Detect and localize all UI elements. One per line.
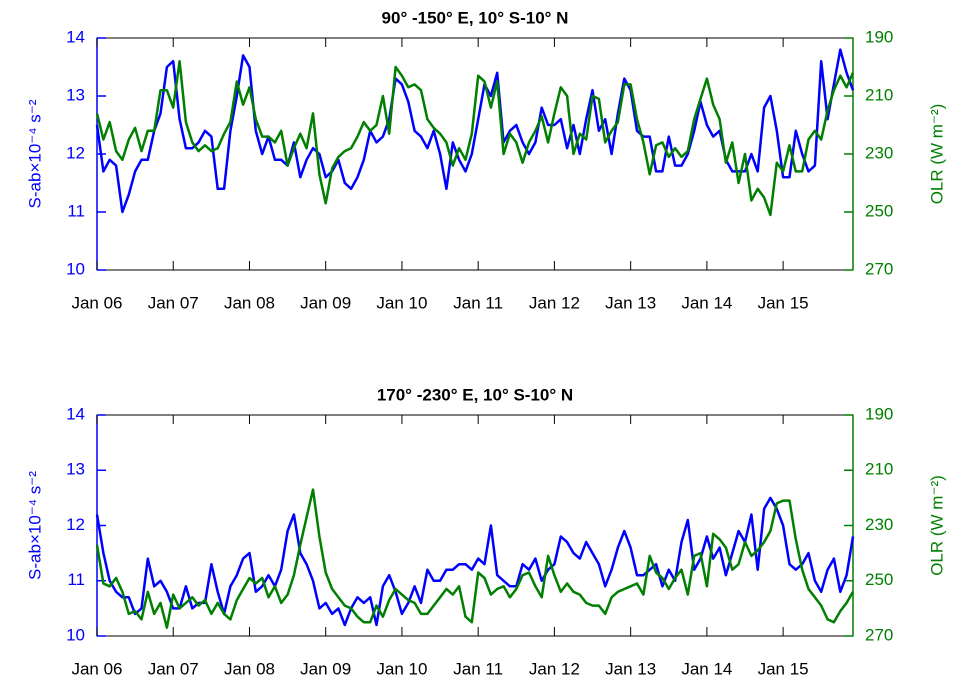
y2-tick-label: 210 — [865, 85, 893, 104]
y2-tick-label: 250 — [865, 570, 893, 589]
y-tick-label: 11 — [67, 570, 85, 589]
y2-tick-label: 270 — [865, 259, 893, 278]
x-tick-label: Jan 14 — [681, 659, 732, 678]
y2-tick-label: 190 — [865, 404, 893, 423]
x-tick-label: Jan 15 — [758, 293, 809, 312]
y-tick-label: 13 — [66, 460, 85, 479]
x-tick-label: Jan 11 — [453, 659, 503, 678]
x-tick-label: Jan 09 — [300, 293, 351, 312]
y-tick-label: 14 — [66, 404, 85, 423]
x-tick-label: Jan 14 — [681, 293, 732, 312]
x-tick-label: Jan 12 — [529, 293, 580, 312]
x-tick-label: Jan 09 — [300, 659, 351, 678]
x-tick-label: Jan 08 — [224, 293, 275, 312]
x-tick-label: Jan 07 — [148, 659, 199, 678]
y2-tick-label: 230 — [865, 515, 893, 534]
x-tick-label: Jan 13 — [605, 659, 656, 678]
y2-tick-label: 190 — [865, 27, 893, 46]
y2-axis-label: OLR (W m⁻²) — [927, 475, 946, 576]
x-tick-label: Jan 10 — [376, 659, 427, 678]
data-line — [95, 488, 855, 629]
y2-tick-label: 230 — [865, 143, 893, 162]
y2-tick-label: 210 — [865, 460, 893, 479]
data-line — [95, 59, 855, 217]
x-tick-label: Jan 07 — [148, 293, 199, 312]
y-tick-label: 12 — [66, 515, 85, 534]
y-tick-label: 10 — [66, 625, 85, 644]
x-tick-label: Jan 11 — [453, 293, 503, 312]
x-tick-label: Jan 06 — [71, 293, 122, 312]
y2-axis-label: OLR (W m⁻²) — [927, 104, 946, 205]
y-tick-label: 10 — [66, 259, 85, 278]
y2-tick-label: 270 — [865, 625, 893, 644]
y-tick-label: 12 — [66, 143, 85, 162]
y-tick-label: 11 — [67, 201, 85, 220]
x-tick-label: Jan 06 — [71, 659, 122, 678]
x-tick-label: Jan 10 — [376, 293, 427, 312]
data-line — [95, 48, 855, 214]
x-tick-label: Jan 15 — [758, 659, 809, 678]
chart-title: 170° -230° E, 10° S-10° N — [377, 385, 573, 404]
x-tick-label: Jan 08 — [224, 659, 275, 678]
y2-tick-label: 250 — [865, 201, 893, 220]
y-axis-label: S-ab×10⁻⁴ s⁻² — [25, 99, 44, 208]
y-axis-label: S-ab×10⁻⁴ s⁻² — [25, 471, 44, 580]
y-tick-label: 13 — [66, 85, 85, 104]
x-tick-label: Jan 13 — [605, 293, 656, 312]
x-tick-label: Jan 12 — [529, 659, 580, 678]
y-tick-label: 14 — [66, 27, 85, 46]
chart-title: 90° -150° E, 10° S-10° N — [382, 8, 569, 27]
plot-frame — [96, 37, 854, 271]
